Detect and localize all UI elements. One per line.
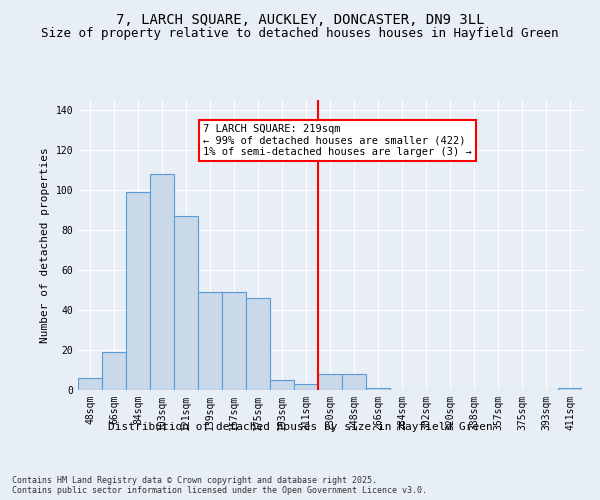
- Bar: [198, 292, 222, 390]
- Bar: [558, 388, 582, 390]
- Text: Contains HM Land Registry data © Crown copyright and database right 2025.
Contai: Contains HM Land Registry data © Crown c…: [12, 476, 427, 495]
- Bar: [174, 216, 198, 390]
- Bar: [270, 380, 294, 390]
- Bar: [342, 374, 366, 390]
- Y-axis label: Number of detached properties: Number of detached properties: [40, 147, 50, 343]
- Text: 7, LARCH SQUARE, AUCKLEY, DONCASTER, DN9 3LL: 7, LARCH SQUARE, AUCKLEY, DONCASTER, DN9…: [116, 12, 484, 26]
- Bar: [246, 298, 270, 390]
- Bar: [150, 174, 174, 390]
- Text: 7 LARCH SQUARE: 219sqm
← 99% of detached houses are smaller (422)
1% of semi-det: 7 LARCH SQUARE: 219sqm ← 99% of detached…: [203, 124, 472, 157]
- Bar: [366, 388, 390, 390]
- Text: Size of property relative to detached houses houses in Hayfield Green: Size of property relative to detached ho…: [41, 28, 559, 40]
- Bar: [78, 378, 102, 390]
- Bar: [102, 352, 126, 390]
- Text: Distribution of detached houses by size in Hayfield Green: Distribution of detached houses by size …: [107, 422, 493, 432]
- Bar: [222, 292, 246, 390]
- Bar: [318, 374, 342, 390]
- Bar: [126, 192, 150, 390]
- Bar: [294, 384, 318, 390]
